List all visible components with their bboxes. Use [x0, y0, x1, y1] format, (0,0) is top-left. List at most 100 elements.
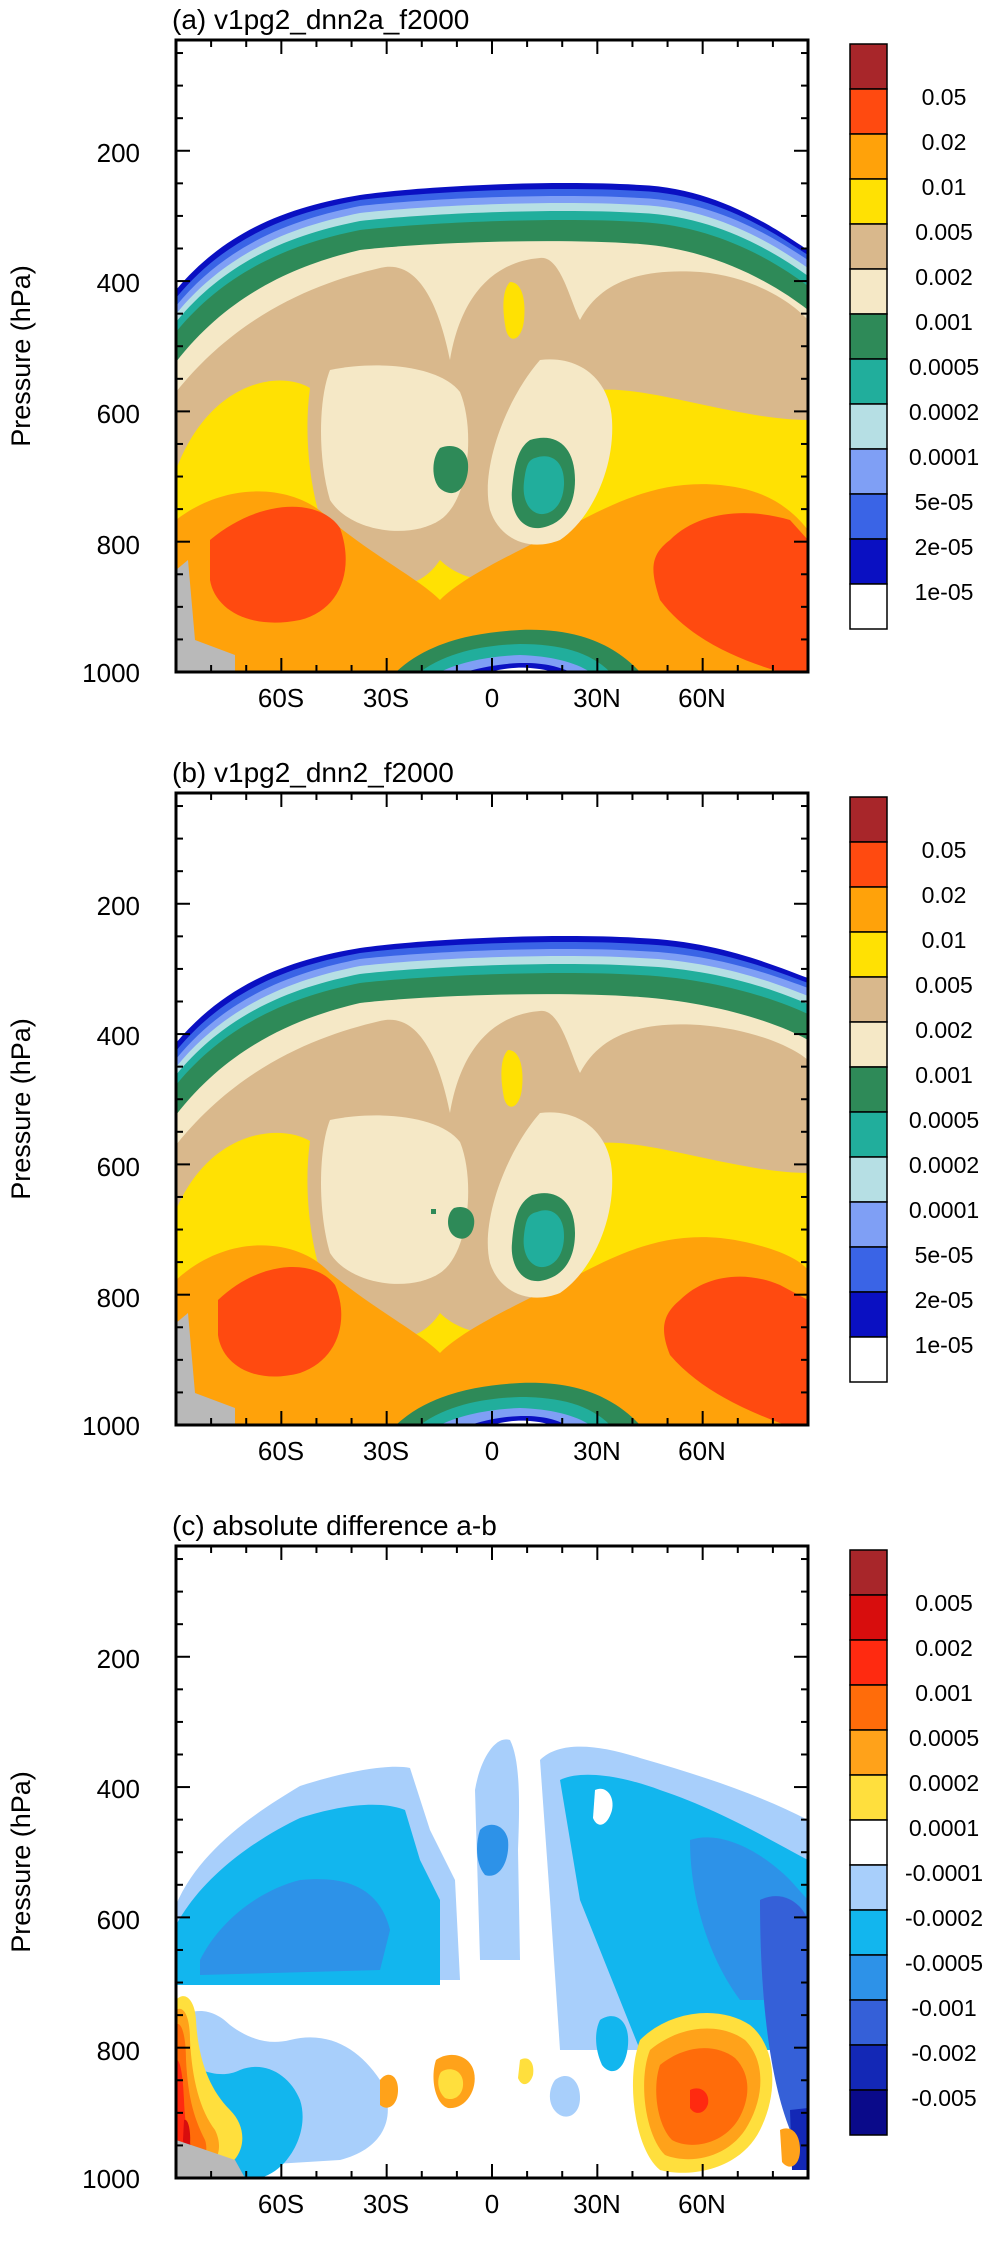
x-tick-label: 0 [485, 683, 499, 713]
panel-c-y-tick-labels: 200 400 600 800 1000 [82, 1644, 140, 2194]
colorbar-label: 0.002 [915, 264, 973, 290]
x-tick-label: 0 [485, 1436, 499, 1466]
colorbar-label: 0.001 [915, 1680, 973, 1706]
colorbar-label: -0.002 [911, 2040, 976, 2066]
colorbar-swatch [849, 358, 888, 405]
panel-b-y-tick-labels: 200 400 600 800 1000 [82, 891, 140, 1441]
colorbar-swatch [849, 1021, 888, 1068]
panel-b: (b) v1pg2_dnn2_f2000 Pressure (hPa) [6, 757, 979, 1466]
panel-a-y-tick-labels: 200 400 600 800 1000 [82, 138, 140, 688]
y-tick-label: 400 [97, 1774, 140, 1804]
y-tick-label: 800 [97, 2036, 140, 2066]
colorbar-label: 0.002 [915, 1017, 973, 1043]
colorbar-swatch [849, 1819, 888, 1866]
colorbar-label: 0.001 [915, 309, 973, 335]
x-tick-label: 60N [678, 1436, 726, 1466]
panel-b-colorbar-labels: 0.05 0.02 0.01 0.005 0.002 0.001 0.0005 … [909, 837, 979, 1358]
colorbar-label: 0.0002 [909, 1152, 979, 1178]
panel-a-colorbar [849, 43, 888, 630]
colorbar-label: 0.005 [915, 972, 973, 998]
panel-c-y-axis-label: Pressure (hPa) [6, 1771, 36, 1953]
colorbar-swatch [849, 1999, 888, 2046]
colorbar-swatch [849, 1954, 888, 2001]
panel-c-contour-field [176, 1546, 808, 2178]
colorbar-label: 2e-05 [915, 1287, 974, 1313]
x-tick-label: 60N [678, 683, 726, 713]
colorbar-label: 1e-05 [915, 579, 974, 605]
colorbar-swatch [849, 1246, 888, 1293]
colorbar-swatch [849, 1909, 888, 1956]
colorbar-swatch [849, 1291, 888, 1338]
colorbar-swatch [849, 223, 888, 270]
colorbar-swatch [849, 1201, 888, 1248]
panel-a-colorbar-labels: 0.05 0.02 0.01 0.005 0.002 0.001 0.0005 … [909, 84, 979, 605]
colorbar-label: 5e-05 [915, 489, 974, 515]
colorbar-swatch [849, 1111, 888, 1158]
colorbar-swatch [849, 88, 888, 135]
colorbar-label: 0.001 [915, 1062, 973, 1088]
colorbar-label: 0.05 [922, 84, 967, 110]
colorbar-swatch [849, 538, 888, 585]
y-tick-label: 600 [97, 1152, 140, 1182]
x-tick-label: 60N [678, 2189, 726, 2219]
panel-b-contour-field [176, 793, 808, 1425]
colorbar-swatch [849, 313, 888, 360]
panel-b-axes [174, 791, 810, 1427]
panel-b-title: (b) v1pg2_dnn2_f2000 [172, 757, 454, 788]
colorbar-swatch [849, 1639, 888, 1686]
y-tick-label: 800 [97, 530, 140, 560]
panel-a-contour-field [176, 40, 808, 672]
colorbar-label: -0.005 [911, 2085, 976, 2111]
colorbar-swatch [849, 2089, 888, 2136]
y-tick-label: 200 [97, 138, 140, 168]
colorbar-label: -0.001 [911, 1995, 976, 2021]
panel-b-x-tick-labels: 60S 30S 0 30N 60N [258, 1436, 726, 1466]
panel-c: (c) absolute difference a-b Pressure (hP… [6, 1510, 983, 2219]
colorbar-swatch [849, 133, 888, 180]
colorbar-swatch [849, 1549, 888, 1596]
colorbar-swatch [849, 886, 888, 933]
colorbar-swatch [849, 931, 888, 978]
panel-a-frame [174, 38, 810, 674]
x-tick-label: 60S [258, 1436, 304, 1466]
y-tick-label: 600 [97, 1905, 140, 1935]
colorbar-swatch [849, 1156, 888, 1203]
x-tick-label: 60S [258, 683, 304, 713]
colorbar-label: 0.02 [922, 882, 967, 908]
panel-a-axes [174, 38, 810, 674]
colorbar-label: 0.0005 [909, 1107, 979, 1133]
panel-c-axes [174, 1544, 810, 2180]
colorbar-swatch [849, 493, 888, 540]
colorbar-label: 0.0001 [909, 1197, 979, 1223]
colorbar-swatch [849, 403, 888, 450]
x-tick-label: 30S [363, 1436, 409, 1466]
colorbar-swatch [849, 2044, 888, 2091]
x-tick-label: 30S [363, 683, 409, 713]
panel-a-title: (a) v1pg2_dnn2a_f2000 [172, 4, 469, 35]
panel-a: (a) v1pg2_dnn2a_f2000 Pressure (hPa) [6, 4, 979, 713]
colorbar-label: 0.01 [922, 927, 967, 953]
panel-c-colorbar [849, 1549, 888, 2136]
panel-a-y-axis-label: Pressure (hPa) [6, 265, 36, 447]
y-tick-label: 400 [97, 1021, 140, 1051]
x-tick-label: 60S [258, 2189, 304, 2219]
y-tick-label: 200 [97, 1644, 140, 1674]
colorbar-label: 0.01 [922, 174, 967, 200]
colorbar-swatch [849, 1336, 888, 1383]
panel-c-frame [174, 1544, 810, 2180]
panel-b-colorbar [849, 796, 888, 1383]
y-tick-label: 1000 [82, 1411, 140, 1441]
panel-a-x-tick-labels: 60S 30S 0 30N 60N [258, 683, 726, 713]
x-tick-label: 0 [485, 2189, 499, 2219]
colorbar-swatch [849, 1066, 888, 1113]
y-tick-label: 200 [97, 891, 140, 921]
y-tick-label: 600 [97, 399, 140, 429]
colorbar-swatch [849, 841, 888, 888]
panel-c-title: (c) absolute difference a-b [172, 1510, 497, 1541]
colorbar-label: 0.0001 [909, 444, 979, 470]
colorbar-label: 0.0005 [909, 1725, 979, 1751]
panel-b-frame [174, 791, 810, 1427]
colorbar-swatch [849, 448, 888, 495]
x-tick-label: 30N [573, 683, 621, 713]
